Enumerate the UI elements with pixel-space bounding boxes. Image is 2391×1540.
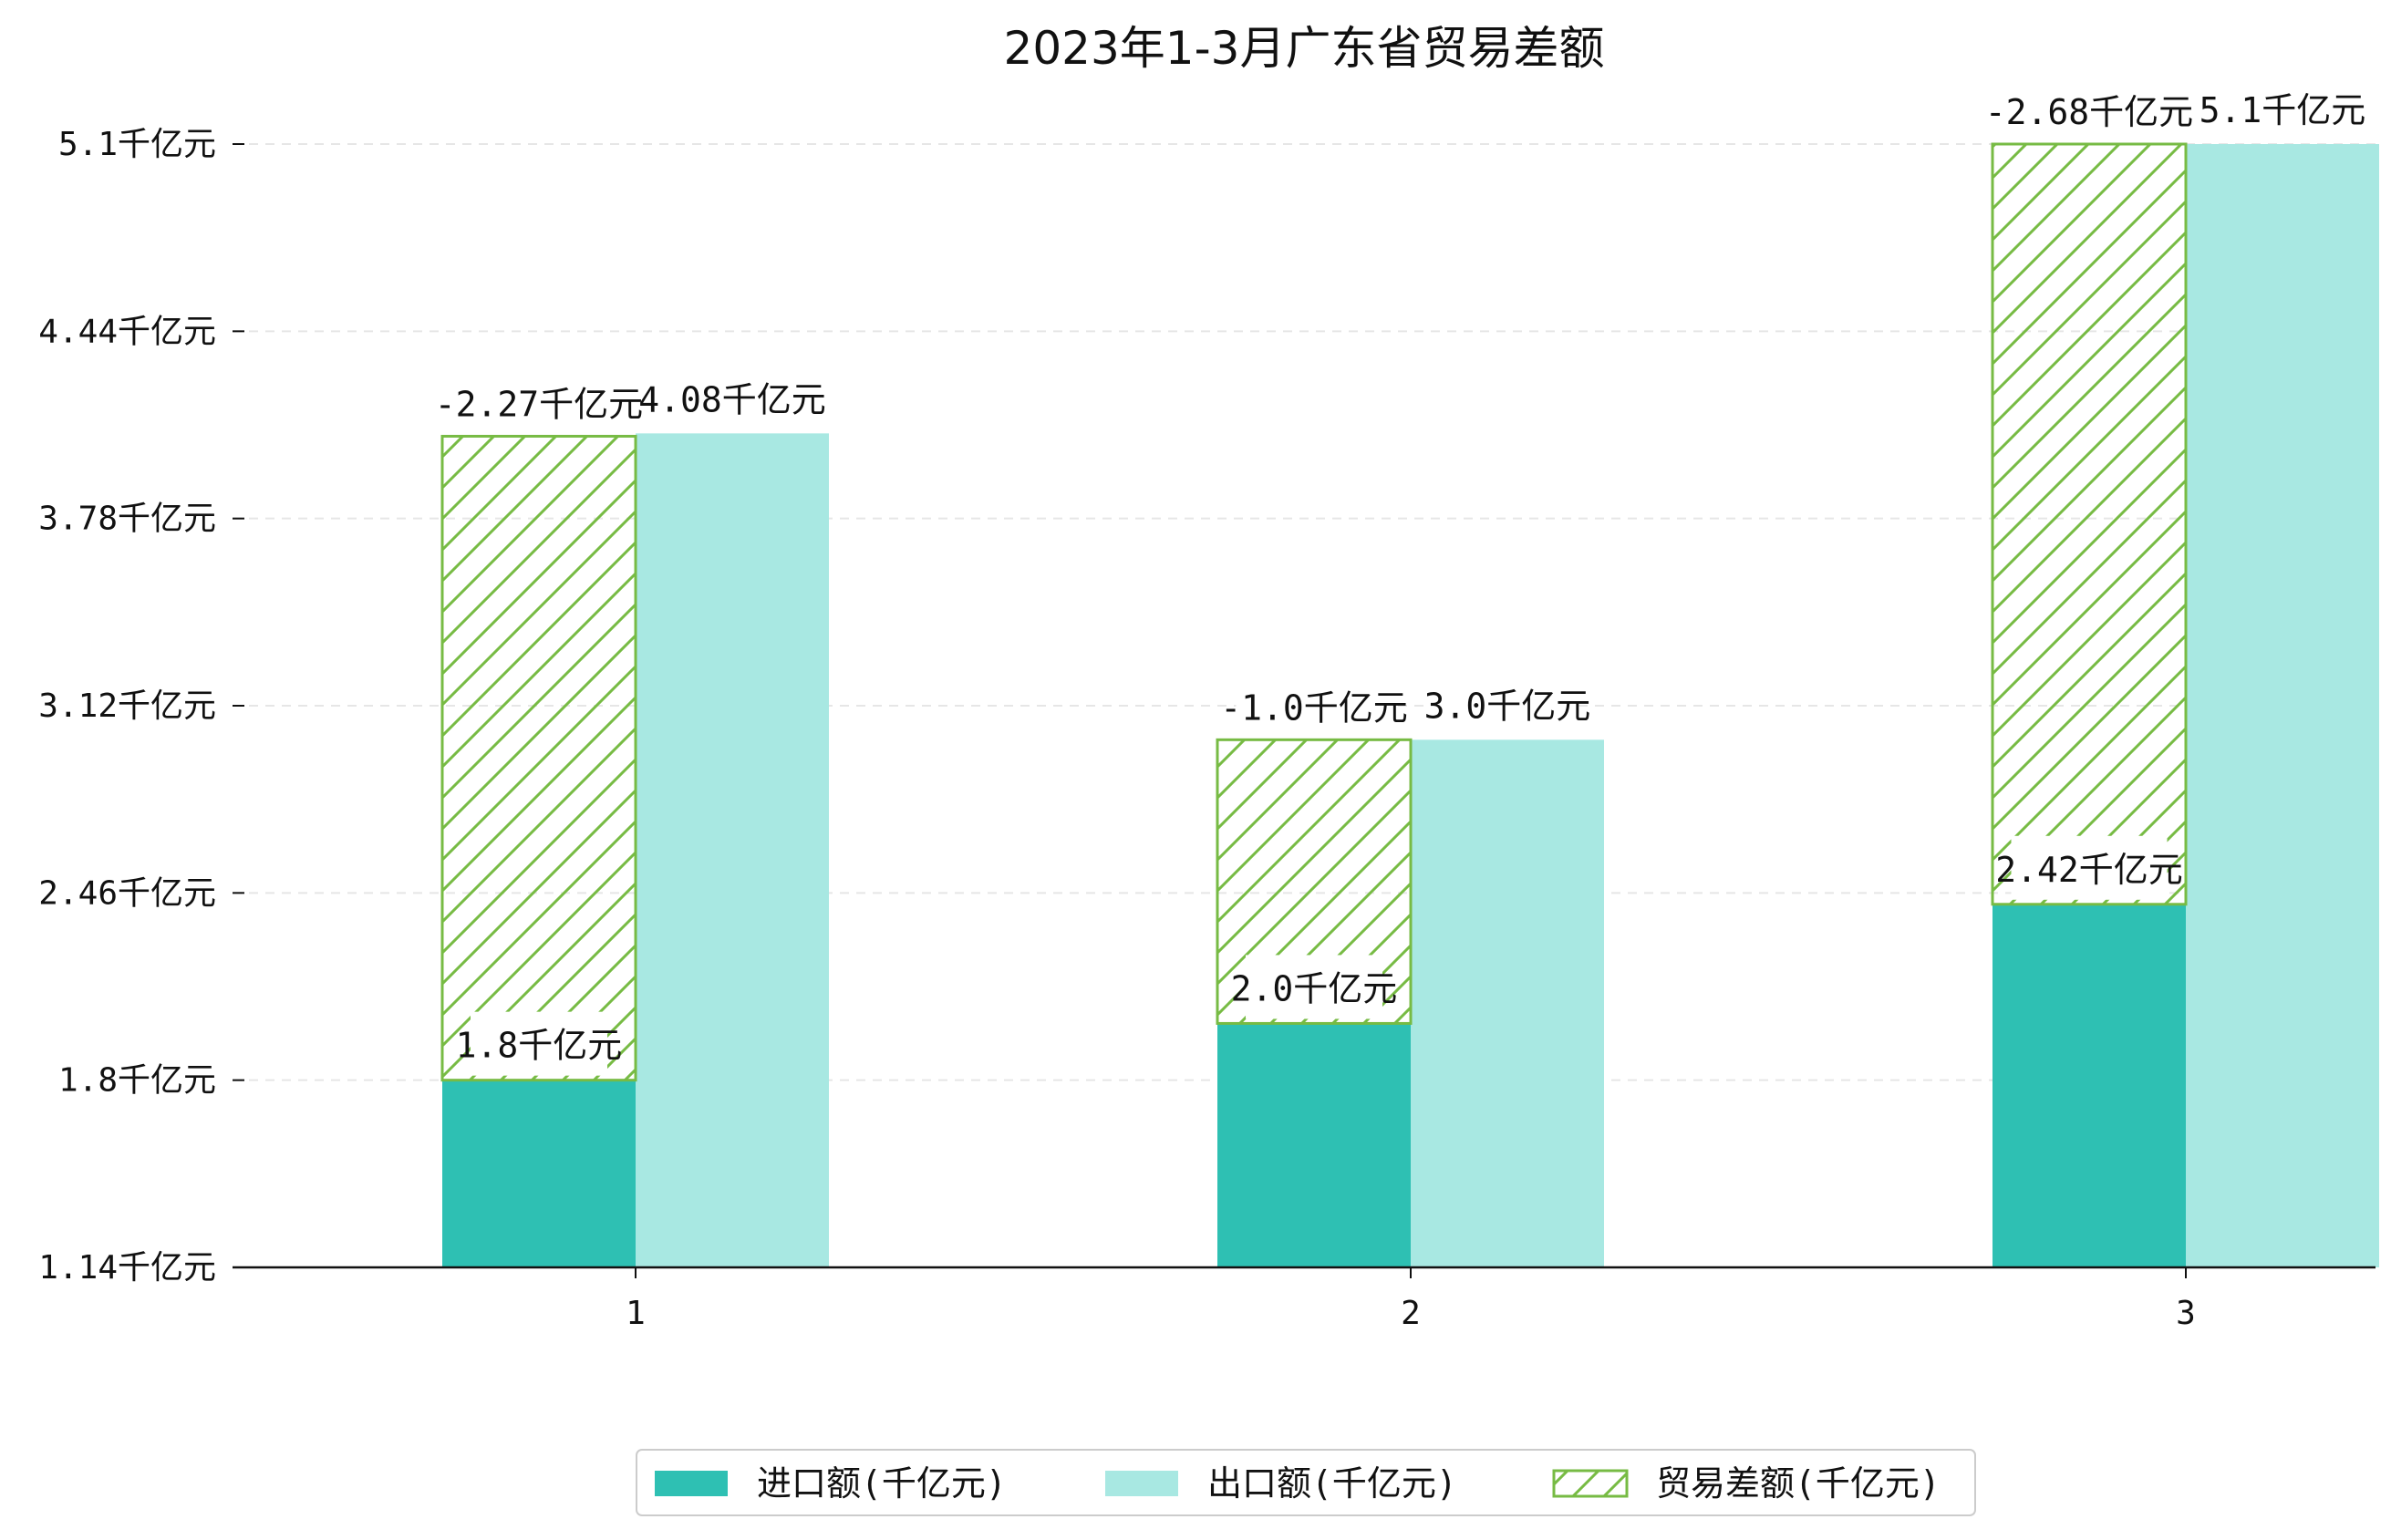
y-tick-label: 3.12千亿元 [38, 687, 216, 725]
bar-import [1217, 1023, 1411, 1267]
bar-trade-balance [1991, 142, 2188, 906]
legend-swatch [655, 1471, 728, 1496]
legend-label: 进口额(千亿元) [757, 1463, 1007, 1504]
bar-export [1411, 739, 1604, 1267]
x-tick-label: 2 [1401, 1295, 1421, 1332]
bar-export [636, 433, 829, 1267]
labels-layer: 1.8千亿元 4.08千亿元-2.27千亿元 2.0千亿元 3.0千亿元 -1.0千亿元… [435, 77, 2366, 1076]
data-label: 1.8千亿元 [456, 1026, 623, 1066]
y-tick-label: 1.8千亿元 [58, 1062, 216, 1100]
legend-swatch [1105, 1471, 1178, 1496]
legend-swatch [1552, 1469, 1629, 1498]
data-label: -1.0千亿元 [1220, 687, 1408, 728]
data-label-bg [451, 370, 626, 435]
legend-label: 贸易差额(千亿元) [1656, 1463, 1941, 1504]
bar-import [1992, 904, 2186, 1267]
data-label: 2.0千亿元 [1231, 968, 1398, 1008]
data-label-bg [1439, 672, 1576, 737]
data-label: -2.27千亿元 [435, 384, 643, 424]
bar-import [442, 1080, 636, 1267]
y-tick-label: 4.44千亿元 [38, 313, 216, 350]
chart-title: 2023年1-3月广东省贸易差额 [1004, 22, 1605, 75]
legend-box [636, 1449, 1976, 1516]
bars-layer [440, 142, 2379, 1267]
x-tick-label: 1 [626, 1295, 646, 1332]
data-label-bg [471, 1011, 607, 1076]
data-label-bg [1246, 955, 1382, 1019]
data-label-bg [2214, 77, 2351, 140]
legend: 进口额(千亿元) 出口额(千亿元) 贸易差额(千亿元) [636, 1449, 1976, 1516]
data-label-bg [654, 366, 811, 430]
y-tick-label: 1.14千亿元 [38, 1249, 216, 1287]
y-tick-label: 2.46千亿元 [38, 874, 216, 912]
data-label: 5.1千亿元 [2200, 90, 2366, 130]
bar-trade-balance [440, 434, 637, 1082]
legend-label: 出口额(千亿元) [1207, 1463, 1457, 1504]
y-tick-label: 5.1千亿元 [58, 126, 216, 163]
x-tick-label: 3 [2176, 1295, 2196, 1332]
data-label-bg [1236, 674, 1392, 739]
bar-export [2186, 144, 2379, 1267]
data-label: 4.08千亿元 [638, 379, 826, 419]
data-label: -2.68千亿元 [1985, 92, 2193, 132]
data-label-bg [2011, 835, 2168, 900]
axis-layer: 1.14千亿元 1.8千亿元 2.46千亿元 3.12千亿元 3.78千亿元 4.44千亿… [38, 126, 2375, 1332]
data-label-bg [2002, 78, 2177, 142]
data-label: 2.42千亿元 [1995, 850, 2183, 890]
data-label: 3.0千亿元 [1424, 686, 1591, 726]
y-tick-label: 3.78千亿元 [38, 501, 216, 538]
